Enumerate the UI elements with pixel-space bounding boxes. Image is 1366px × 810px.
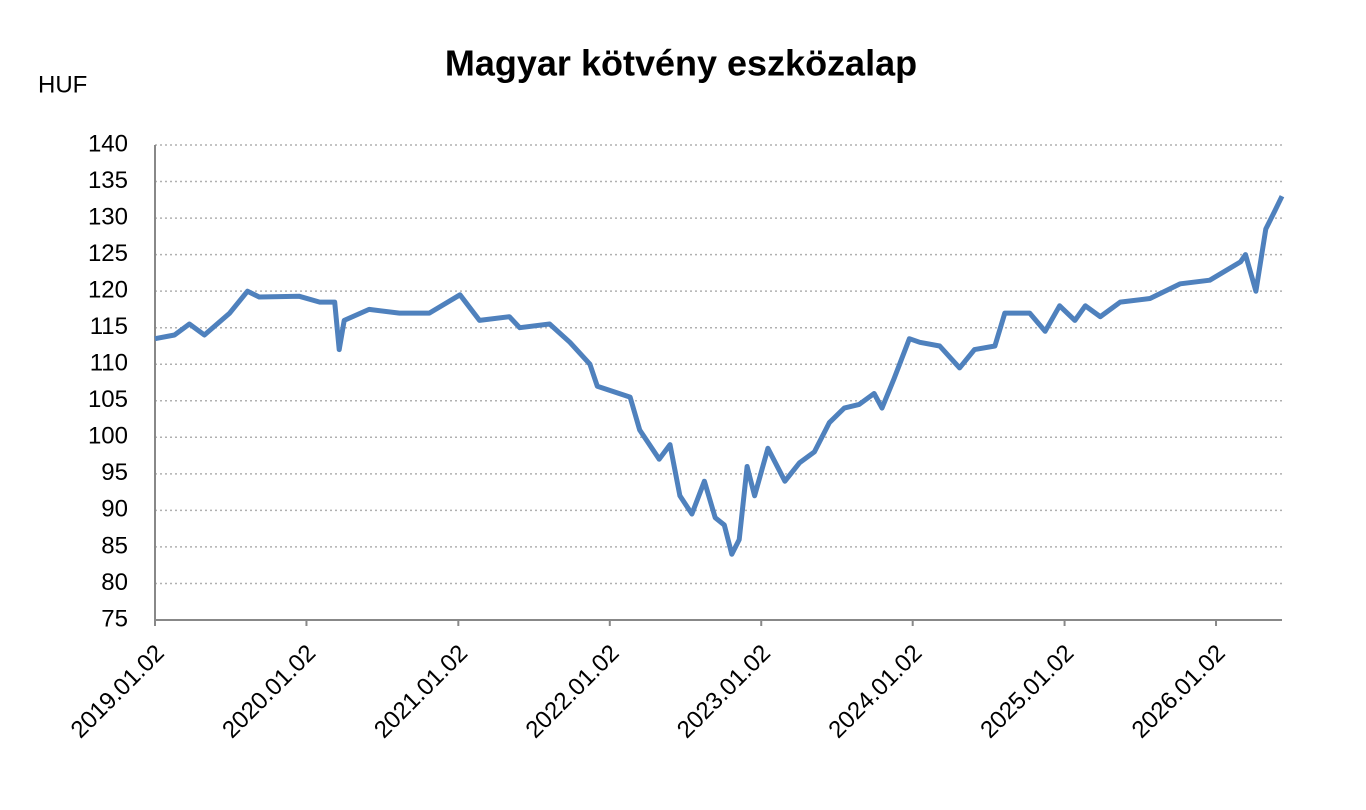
y-tick-label: 135 [88, 167, 128, 194]
y-tick-label: 115 [90, 313, 128, 340]
x-tick-label: 2023.01.02 [672, 640, 776, 744]
y-tick-label: 140 [88, 130, 128, 157]
x-tick-label: 2020.01.02 [217, 640, 321, 744]
x-tick-label: 2026.01.02 [1127, 640, 1231, 744]
y-tick-label: 130 [88, 203, 128, 230]
y-tick-label: 125 [88, 240, 128, 267]
x-tick-label: 2021.01.02 [369, 640, 473, 744]
y-tick-label: 80 [101, 569, 128, 596]
y-tick-label: 110 [90, 350, 128, 377]
y-tick-label: 120 [88, 276, 128, 303]
chart-title: Magyar kötvény eszközalap [445, 43, 917, 84]
y-tick-label: 105 [88, 386, 128, 413]
x-tick-label: 2022.01.02 [520, 640, 624, 744]
x-tick-label: 2025.01.02 [975, 640, 1079, 744]
y-tick-label: 85 [101, 532, 128, 559]
x-tick-label: 2024.01.02 [823, 640, 927, 744]
y-tick-label: 90 [101, 496, 128, 523]
y-tick-label: 75 [101, 605, 128, 632]
x-tick-label: 2019.01.02 [66, 640, 170, 744]
y-tick-label: 100 [88, 423, 128, 450]
data-line [154, 195, 1285, 557]
y-tick-label: 95 [101, 459, 128, 486]
y-axis-label: HUF [38, 71, 87, 98]
